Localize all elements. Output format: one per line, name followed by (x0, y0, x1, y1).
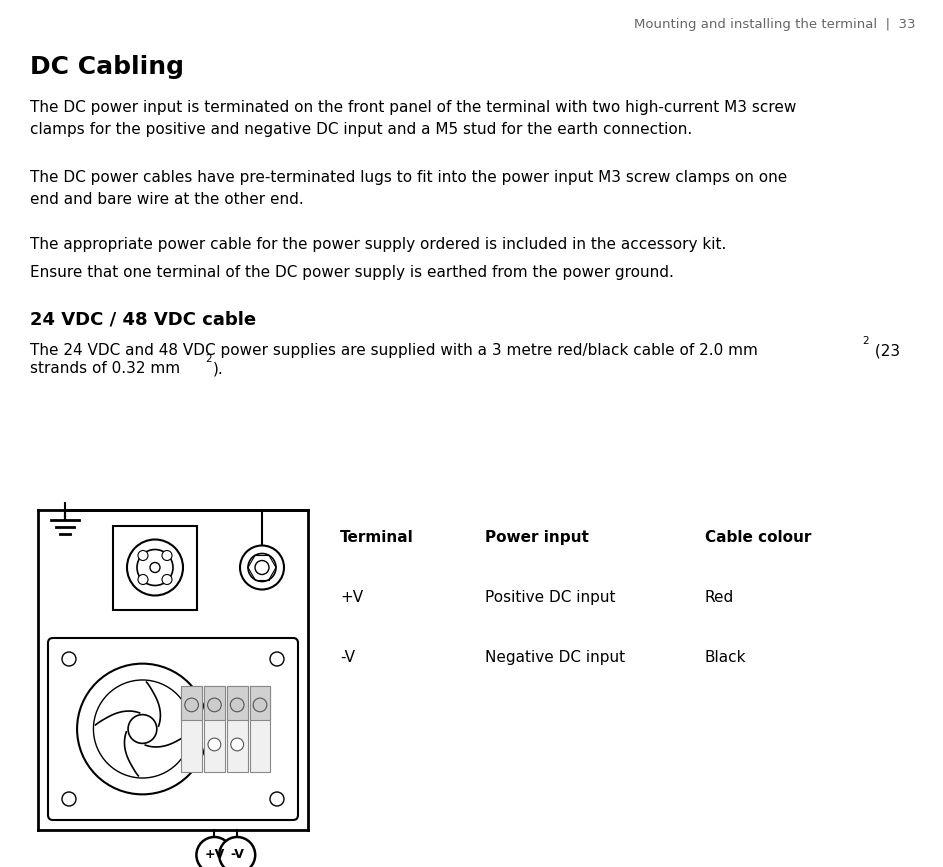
Text: The appropriate power cable for the power supply ordered is included in the acce: The appropriate power cable for the powe… (30, 237, 726, 252)
Text: -V: -V (340, 650, 355, 665)
Text: +V: +V (340, 590, 363, 605)
Circle shape (138, 575, 148, 584)
Text: The DC power input is terminated on the front panel of the terminal with two hig: The DC power input is terminated on the … (30, 100, 797, 137)
Bar (250, 686, 271, 772)
Text: +V: +V (205, 849, 224, 862)
Circle shape (150, 563, 160, 572)
Circle shape (77, 663, 207, 794)
Bar (250, 686, 271, 720)
Text: Mounting and installing the terminal  |  33: Mounting and installing the terminal | 3… (634, 18, 915, 31)
FancyBboxPatch shape (48, 638, 298, 820)
Circle shape (270, 792, 284, 806)
Circle shape (128, 714, 157, 743)
Text: Negative DC input: Negative DC input (485, 650, 625, 665)
Circle shape (62, 652, 76, 666)
Bar (204, 686, 224, 720)
Text: The DC power cables have pre-terminated lugs to fit into the power input M3 scre: The DC power cables have pre-terminated … (30, 170, 787, 206)
Text: Power input: Power input (485, 530, 588, 545)
Bar (113, 525, 197, 610)
Text: ).: ). (213, 361, 223, 376)
Circle shape (62, 792, 76, 806)
Circle shape (137, 550, 173, 585)
Text: Ensure that one terminal of the DC power supply is earthed from the power ground: Ensure that one terminal of the DC power… (30, 265, 674, 280)
Text: DC Cabling: DC Cabling (30, 55, 184, 79)
Circle shape (207, 698, 222, 712)
Circle shape (231, 738, 243, 751)
Circle shape (230, 698, 244, 712)
Circle shape (127, 539, 183, 596)
Circle shape (255, 560, 269, 575)
Text: Terminal: Terminal (340, 530, 414, 545)
Circle shape (248, 553, 276, 582)
Bar (227, 686, 248, 772)
Circle shape (219, 837, 256, 867)
Circle shape (196, 837, 232, 867)
Bar (227, 686, 248, 720)
Circle shape (93, 680, 191, 778)
Text: Positive DC input: Positive DC input (485, 590, 616, 605)
Bar (204, 686, 224, 772)
Circle shape (185, 698, 198, 712)
Bar (181, 686, 202, 720)
Text: Black: Black (705, 650, 747, 665)
Text: Red: Red (705, 590, 735, 605)
Circle shape (138, 551, 148, 560)
Bar (181, 686, 202, 772)
Circle shape (270, 652, 284, 666)
Text: The 24 VDC and 48 VDC power supplies are supplied with a 3 metre red/black cable: The 24 VDC and 48 VDC power supplies are… (30, 343, 758, 358)
Text: 2: 2 (862, 336, 869, 346)
Text: 24 VDC / 48 VDC cable: 24 VDC / 48 VDC cable (30, 310, 256, 328)
Text: -V: -V (230, 849, 244, 862)
Circle shape (208, 738, 221, 751)
Circle shape (162, 551, 172, 560)
Text: 2: 2 (205, 354, 211, 364)
Text: Cable colour: Cable colour (705, 530, 811, 545)
Circle shape (240, 545, 284, 590)
Text: (23: (23 (870, 343, 901, 358)
Circle shape (162, 575, 172, 584)
Circle shape (253, 698, 267, 712)
Text: strands of 0.32 mm: strands of 0.32 mm (30, 361, 180, 376)
